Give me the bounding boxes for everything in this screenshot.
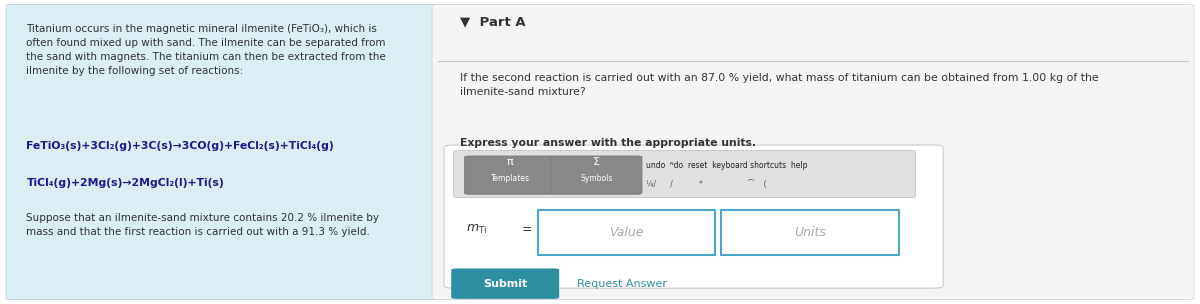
Text: Titanium occurs in the magnetic mineral ilmenite (FeTiO₃), which is
often found : Titanium occurs in the magnetic mineral … <box>26 24 386 76</box>
Text: Submit: Submit <box>484 279 527 288</box>
Text: $m_\mathrm{Ti}$: $m_\mathrm{Ti}$ <box>466 223 487 236</box>
FancyBboxPatch shape <box>454 150 916 198</box>
Text: TiCl₄(g)+2Mg(s)→2MgCl₂(l)+Ti(s): TiCl₄(g)+2Mg(s)→2MgCl₂(l)+Ti(s) <box>26 178 224 188</box>
Text: π: π <box>506 157 514 167</box>
FancyBboxPatch shape <box>464 156 556 194</box>
Text: Σ: Σ <box>593 157 600 167</box>
Text: Value: Value <box>610 226 643 239</box>
Text: Suppose that an ilmenite-sand mixture contains 20.2 % ilmenite by
mass and that : Suppose that an ilmenite-sand mixture co… <box>26 213 379 237</box>
FancyBboxPatch shape <box>444 145 943 288</box>
FancyBboxPatch shape <box>432 5 1194 299</box>
Text: undo  ᴺdo  reset  keyboard shortcuts  help: undo ᴺdo reset keyboard shortcuts help <box>646 161 808 170</box>
Text: FeTiO₃(s)+3Cl₂(g)+3C(s)→3CO(g)+FeCl₂(s)+TiCl₄(g): FeTiO₃(s)+3Cl₂(g)+3C(s)→3CO(g)+FeCl₂(s)+… <box>26 141 334 151</box>
FancyBboxPatch shape <box>6 5 444 299</box>
Text: =: = <box>522 223 533 236</box>
Text: Express your answer with the appropriate units.: Express your answer with the appropriate… <box>460 138 756 148</box>
Text: If the second reaction is carried out with an 87.0 % yield, what mass of titaniu: If the second reaction is carried out wi… <box>460 73 1098 97</box>
FancyBboxPatch shape <box>538 210 715 255</box>
Text: ¼/      /           *                   ⁀    (: ¼/ / * ⁀ ( <box>646 180 767 189</box>
FancyBboxPatch shape <box>551 156 642 194</box>
FancyBboxPatch shape <box>721 210 899 255</box>
Text: Templates: Templates <box>491 174 529 183</box>
FancyBboxPatch shape <box>451 268 559 299</box>
Text: Units: Units <box>794 226 826 239</box>
Text: ▼  Part A: ▼ Part A <box>460 15 526 28</box>
Text: Symbols: Symbols <box>581 174 612 183</box>
Text: Request Answer: Request Answer <box>577 279 667 288</box>
